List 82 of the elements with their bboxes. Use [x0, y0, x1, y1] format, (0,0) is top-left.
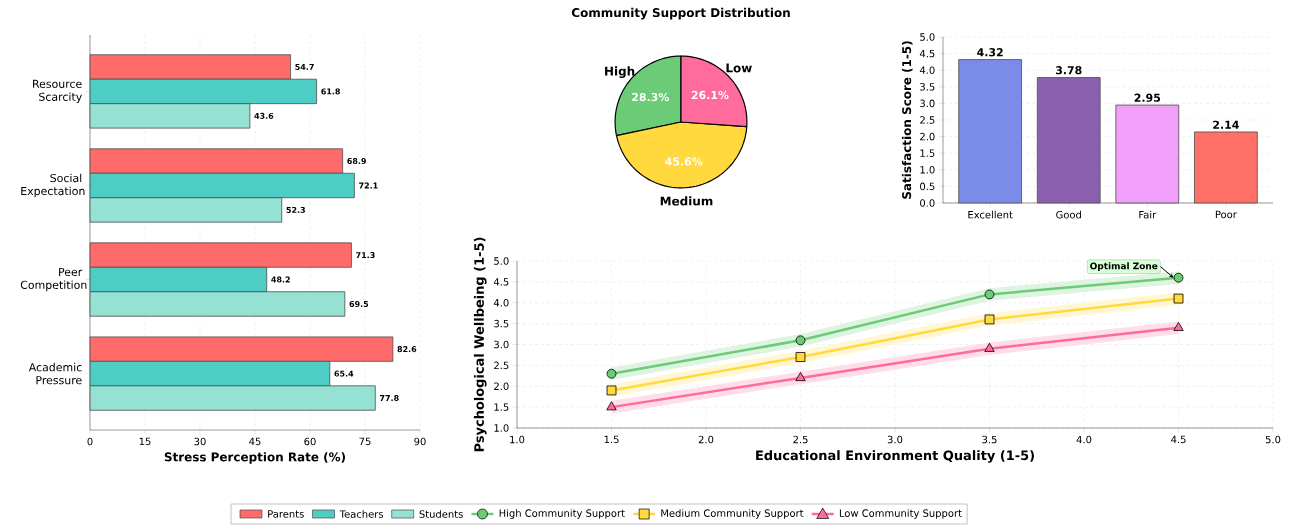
y-tick-label: 1.5 [920, 149, 935, 157]
x-tick-label: 3.0 [887, 435, 903, 444]
point [795, 335, 806, 346]
point [606, 385, 617, 396]
slice-label: High [605, 66, 635, 78]
legend-label: Parents [268, 510, 304, 518]
x-tick-label: 2.5 [793, 435, 808, 444]
x-tick-label: 4.5 [1171, 435, 1186, 444]
y-tick-label: 2.0 [920, 132, 935, 141]
point [984, 342, 995, 352]
y-tick-label: 2.0 [494, 382, 509, 391]
x-tick-label: 15 [139, 437, 151, 446]
y-tick-label: Social Expectation [21, 173, 85, 198]
y-tick-label: Academic Pressure [28, 362, 82, 385]
legend-label: Teachers [339, 510, 384, 518]
y-tick-label: 3.5 [920, 83, 935, 91]
data-label: 3.78 [1055, 66, 1082, 75]
point [1173, 272, 1184, 283]
y-tick-label: Peer Competition [20, 267, 87, 292]
y-tick-label: 4.0 [919, 66, 935, 74]
x-tick-label: 90 [414, 437, 426, 446]
y-tick-label: 3.0 [494, 340, 509, 349]
point [984, 289, 995, 300]
x-tick-label: 0 [87, 437, 93, 446]
legend-label: Medium Community Support [661, 509, 804, 519]
x-tick-label: Excellent [968, 210, 1013, 219]
bar [1194, 131, 1258, 204]
annotation: Optimal Zone [1090, 262, 1158, 272]
y-tick-label: 1.5 [494, 403, 509, 411]
bar [1115, 104, 1180, 204]
x-tick-label: 5.0 [1265, 435, 1281, 444]
point [795, 352, 806, 362]
data-label: 4.32 [977, 48, 1003, 57]
data-label: 2.14 [1213, 120, 1239, 129]
point [606, 401, 617, 411]
y-tick-label: 0.0 [920, 199, 935, 207]
point [1173, 293, 1184, 304]
slice-label: Medium [660, 196, 713, 206]
x-tick-label: 45 [249, 437, 261, 446]
y-tick-label: 2.5 [920, 116, 935, 124]
x-tick-label: Good [1056, 210, 1081, 219]
y-tick-label: 1.0 [494, 424, 509, 432]
x-tick-label: 75 [359, 437, 371, 446]
y-tick-label: Resource Scarcity [33, 79, 82, 104]
y-tick-label: 4.0 [493, 298, 509, 307]
x-tick-label: 30 [194, 437, 206, 446]
y-tick-label: 5.0 [920, 33, 935, 41]
legend-label: Students [419, 510, 463, 518]
data-label: 26.1% [691, 90, 729, 100]
legend-label: High Community Support [499, 509, 625, 519]
chart-title: Community Support Distribution [571, 7, 790, 20]
point [984, 314, 995, 325]
legend-label: Low Community Support [839, 509, 962, 519]
slice-label: Low [726, 63, 752, 73]
point [1173, 321, 1184, 331]
y-tick-label: 3.5 [494, 319, 509, 328]
y-tick-label: 3.0 [920, 99, 935, 108]
x-tick-label: 60 [304, 437, 316, 446]
x-tick-label: 1.0 [510, 435, 525, 444]
data-label: 28.3% [632, 92, 669, 102]
y-tick-label: 5.0 [494, 257, 509, 265]
y-axis-title: Satisfaction Score (1-5) [901, 41, 913, 199]
x-tick-label: Poor [1215, 210, 1237, 219]
x-axis-title: Stress Perception Rate (%) [164, 452, 345, 464]
bar [958, 59, 1022, 204]
x-tick-label: 4.0 [1076, 435, 1092, 444]
data-label: 45.6% [665, 157, 703, 166]
point [795, 372, 806, 382]
bar [1036, 77, 1101, 204]
y-tick-label: 4.5 [919, 49, 935, 58]
x-tick-label: 1.5 [604, 435, 619, 444]
y-tick-label: 1.0 [920, 166, 935, 174]
x-tick-label: 2.0 [698, 435, 714, 444]
data-label: 2.95 [1134, 93, 1161, 102]
point [606, 368, 617, 379]
x-axis-title: Educational Environment Quality (1-5) [756, 450, 1034, 463]
y-tick-label: 0.5 [920, 182, 935, 191]
y-axis-title: Psychological Wellbeing (1-5) [473, 237, 487, 452]
y-tick-label: 4.5 [493, 278, 509, 286]
y-tick-label: 2.5 [494, 361, 509, 370]
x-tick-label: 3.5 [982, 435, 997, 444]
x-tick-label: Fair [1139, 210, 1157, 219]
